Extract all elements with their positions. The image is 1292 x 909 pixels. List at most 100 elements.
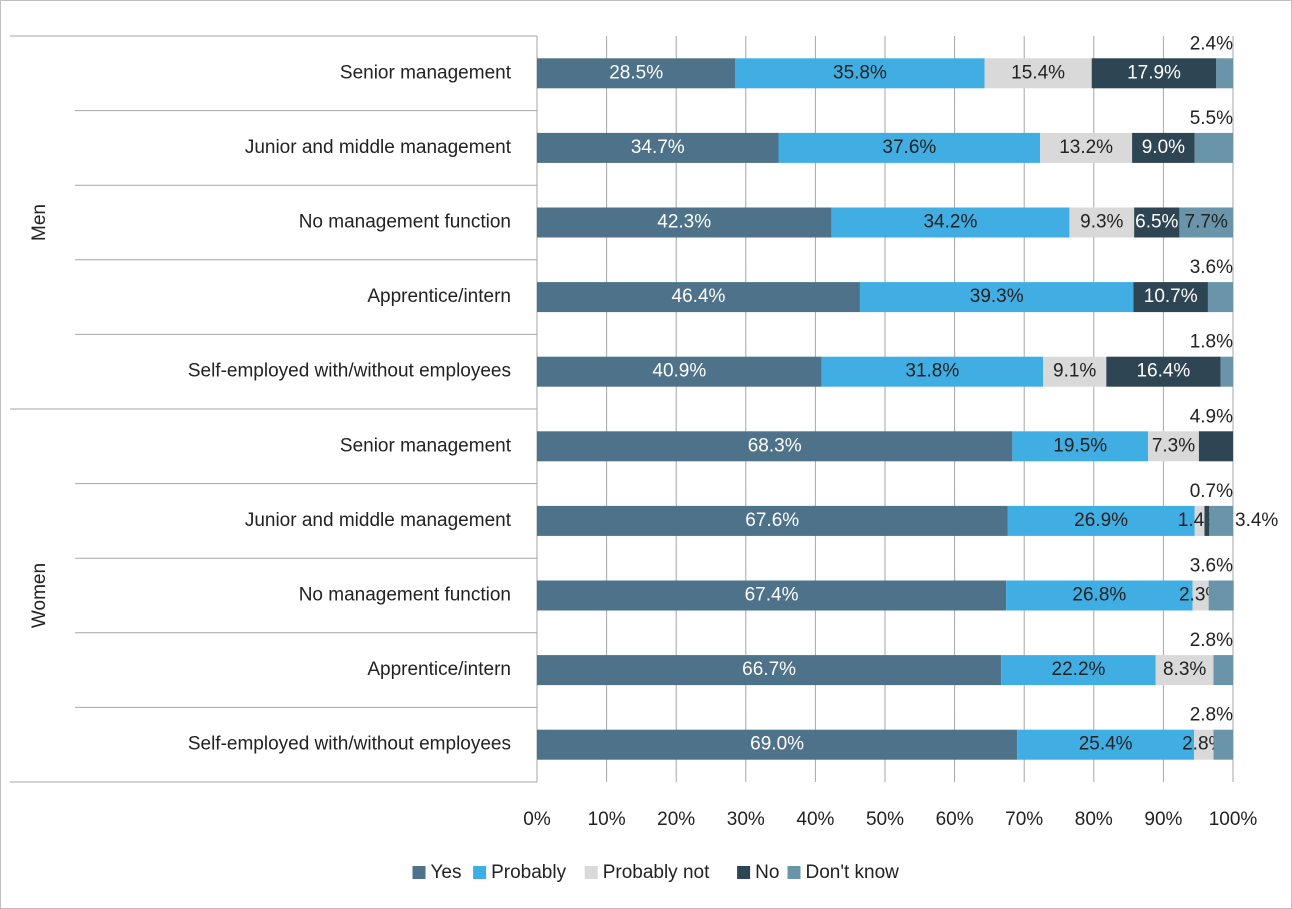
data-label: 28.5% bbox=[609, 62, 663, 83]
data-label: 8.3% bbox=[1163, 659, 1206, 680]
legend-label: No bbox=[755, 862, 779, 883]
data-label: 67.4% bbox=[745, 585, 799, 606]
bar-segment bbox=[1209, 505, 1233, 536]
bar-segment bbox=[1207, 282, 1233, 313]
data-label: 13.2% bbox=[1059, 137, 1113, 158]
data-label: 15.4% bbox=[1011, 62, 1065, 83]
legend-swatch bbox=[584, 866, 598, 879]
bar-segment bbox=[1179, 207, 1233, 238]
x-tick-label: 40% bbox=[796, 809, 834, 830]
data-label: 26.8% bbox=[1072, 585, 1126, 606]
data-label: 2.4% bbox=[1190, 33, 1233, 54]
bar-segment bbox=[1155, 655, 1214, 686]
data-label: 39.3% bbox=[970, 286, 1024, 307]
legend-label: Yes bbox=[431, 862, 462, 883]
bar-segment bbox=[1017, 729, 1195, 760]
category-label: No management function bbox=[299, 585, 511, 606]
data-label: 10.7% bbox=[1144, 286, 1198, 307]
data-label: 26.9% bbox=[1074, 510, 1128, 531]
data-label: 3.6% bbox=[1190, 556, 1233, 577]
x-tick-label: 30% bbox=[727, 809, 765, 830]
bar-segment bbox=[1106, 356, 1221, 387]
data-label: 67.6% bbox=[745, 510, 799, 531]
bar-segment bbox=[1091, 58, 1217, 89]
category-label: Self-employed with/without employees bbox=[188, 734, 511, 755]
data-label: 42.3% bbox=[657, 212, 711, 233]
data-label: 3.6% bbox=[1190, 257, 1233, 278]
category-label: Junior and middle management bbox=[245, 137, 512, 158]
bar-segment bbox=[1134, 207, 1180, 238]
x-tick-label: 60% bbox=[936, 809, 974, 830]
bar-segment bbox=[1208, 580, 1234, 611]
data-label: 0.7% bbox=[1190, 481, 1233, 502]
bar-segment bbox=[1040, 132, 1133, 163]
bar-segment bbox=[1194, 505, 1205, 536]
bar-segment bbox=[735, 58, 985, 89]
bar-segment bbox=[537, 282, 860, 313]
bar-segment bbox=[1204, 505, 1210, 536]
bar-segment bbox=[537, 431, 1013, 462]
bar-segment bbox=[1216, 58, 1233, 89]
bar-segment bbox=[1220, 356, 1233, 387]
legend-swatch bbox=[473, 866, 487, 879]
data-label: 34.2% bbox=[923, 212, 977, 233]
bar-segment bbox=[537, 580, 1007, 611]
bar-segment bbox=[537, 207, 832, 238]
category-label: Self-employed with/without employees bbox=[188, 361, 511, 382]
group-label: Men bbox=[29, 204, 50, 241]
data-label: 69.0% bbox=[750, 734, 804, 755]
data-label: 3.4% bbox=[1235, 510, 1278, 531]
data-label: 9.1% bbox=[1053, 361, 1096, 382]
data-label: 1.8% bbox=[1190, 332, 1233, 353]
x-tick-label: 0% bbox=[523, 809, 551, 830]
data-label: 9.3% bbox=[1080, 212, 1123, 233]
bar-segment bbox=[1192, 580, 1209, 611]
category-label: Senior management bbox=[340, 62, 512, 83]
data-label: 34.7% bbox=[631, 137, 685, 158]
data-label: 7.3% bbox=[1152, 435, 1195, 456]
data-label: 17.9% bbox=[1127, 62, 1181, 83]
data-label: 66.7% bbox=[742, 659, 796, 680]
category-label: Junior and middle management bbox=[245, 510, 512, 531]
data-label: 7.7% bbox=[1185, 212, 1228, 233]
data-label: 37.6% bbox=[882, 137, 936, 158]
bar-segment bbox=[1133, 282, 1208, 313]
bar-segment bbox=[859, 282, 1134, 313]
legend-label: Probably not bbox=[603, 862, 710, 883]
x-tick-label: 20% bbox=[657, 809, 695, 830]
category-label: Senior management bbox=[340, 435, 512, 456]
data-label: 2.8% bbox=[1190, 630, 1233, 651]
data-label: 16.4% bbox=[1136, 361, 1190, 382]
bar-segment bbox=[1006, 580, 1193, 611]
bar-segment bbox=[1069, 207, 1135, 238]
bar-segment bbox=[984, 58, 1092, 89]
bar-segment bbox=[537, 132, 779, 163]
data-label: 19.5% bbox=[1053, 435, 1107, 456]
group-label: Women bbox=[29, 563, 50, 628]
x-tick-label: 100% bbox=[1209, 809, 1258, 830]
legend-swatch bbox=[412, 866, 426, 879]
legend-swatch bbox=[737, 866, 751, 879]
data-label: 6.5% bbox=[1135, 212, 1178, 233]
bar-segment bbox=[1148, 431, 1199, 462]
x-tick-label: 80% bbox=[1075, 809, 1113, 830]
legend-swatch bbox=[787, 866, 801, 879]
bar-segment bbox=[1213, 729, 1233, 760]
legend-label: Don't know bbox=[806, 862, 900, 883]
bar-segment bbox=[778, 132, 1041, 163]
data-label: 31.8% bbox=[905, 361, 959, 382]
data-label: 5.5% bbox=[1190, 108, 1233, 129]
data-label: 35.8% bbox=[833, 62, 887, 83]
data-label: 46.4% bbox=[672, 286, 726, 307]
bar-segment bbox=[821, 356, 1043, 387]
data-label: 40.9% bbox=[652, 361, 706, 382]
x-tick-label: 10% bbox=[588, 809, 626, 830]
bar-segment bbox=[537, 729, 1018, 760]
x-tick-label: 90% bbox=[1144, 809, 1182, 830]
x-tick-label: 70% bbox=[1005, 809, 1043, 830]
bar-segment bbox=[1194, 729, 1214, 760]
bar-segment bbox=[537, 58, 736, 89]
data-label: 9.0% bbox=[1142, 137, 1185, 158]
category-label: Apprentice/intern bbox=[367, 659, 511, 680]
